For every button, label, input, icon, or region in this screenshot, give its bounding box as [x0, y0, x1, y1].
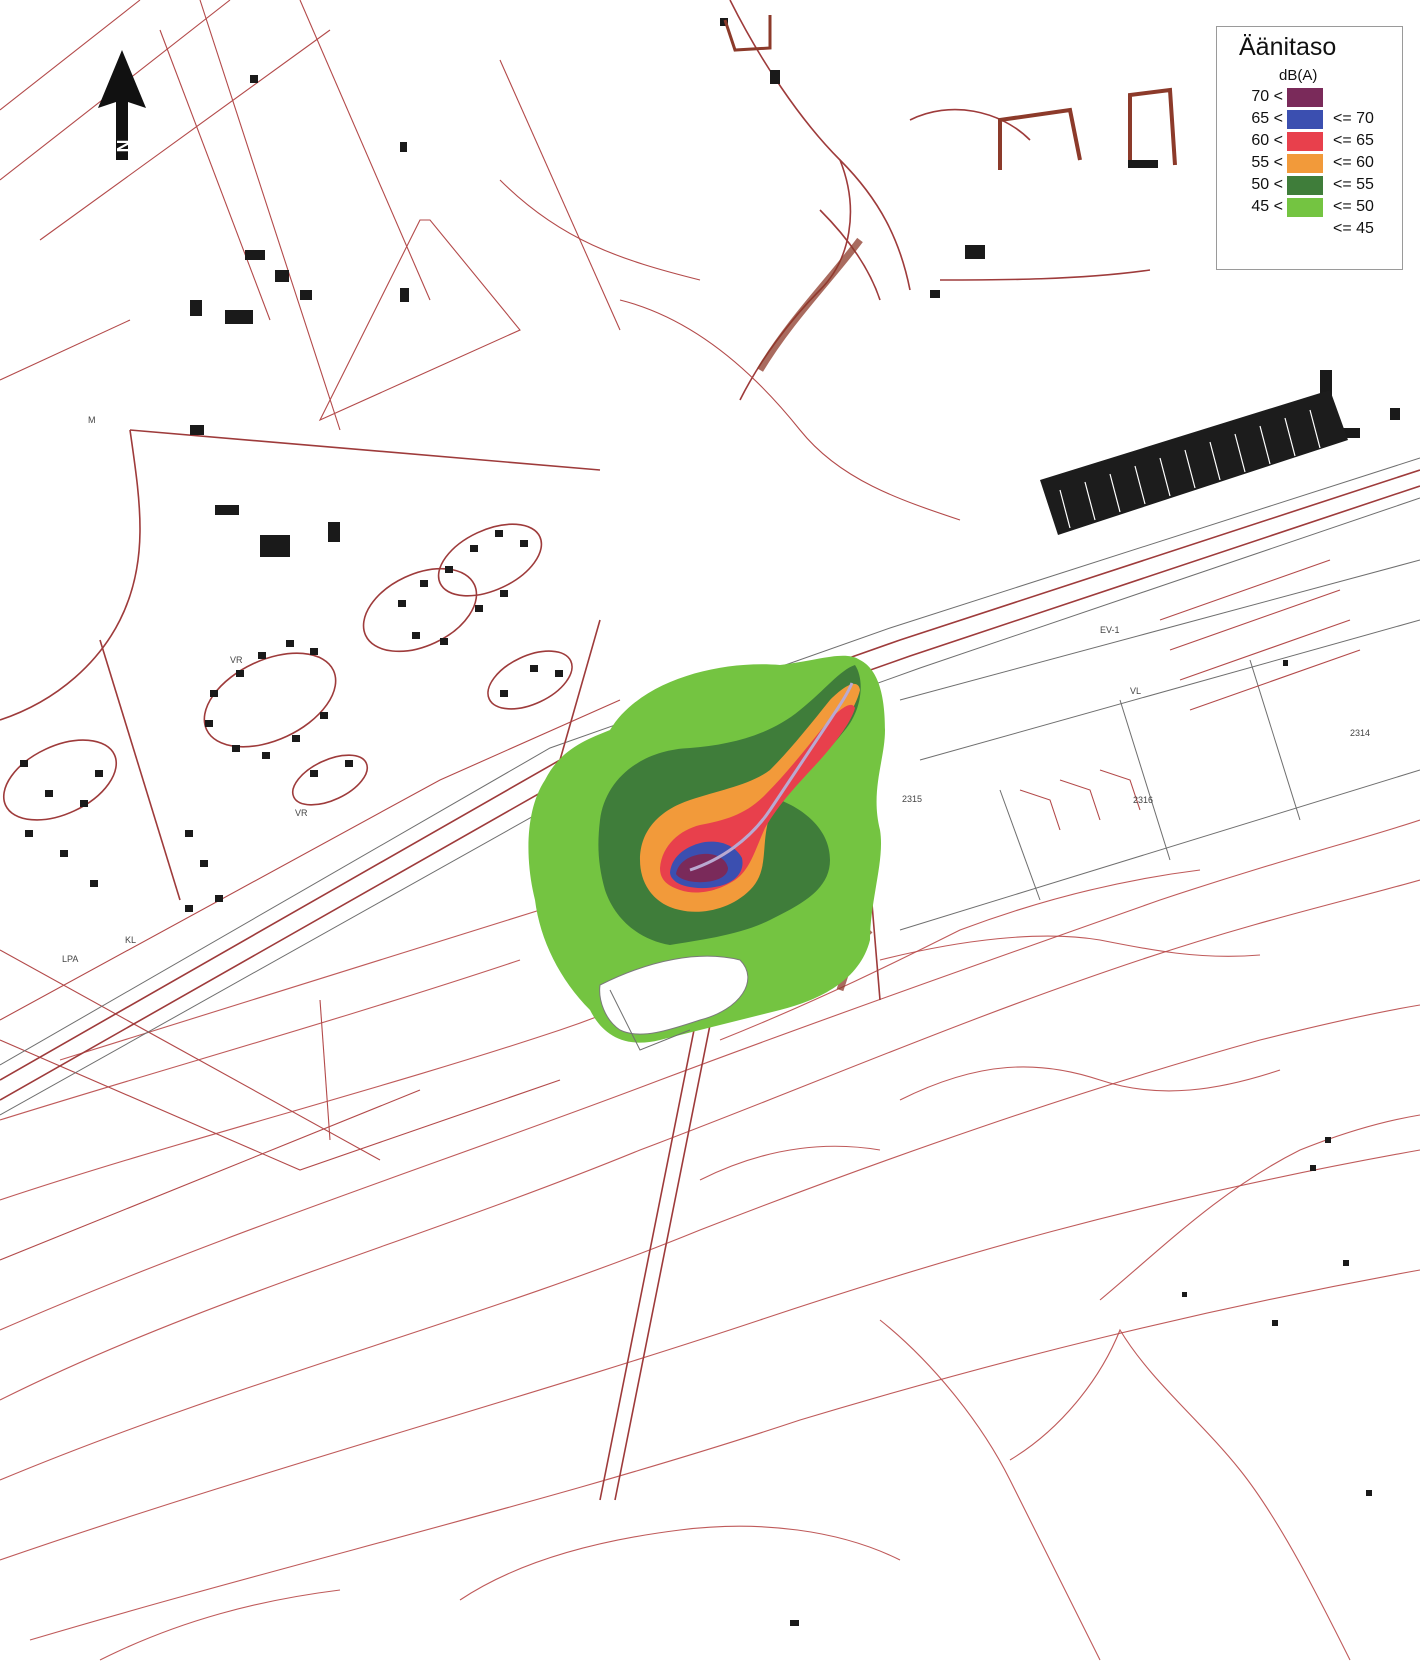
map-label-2315: 2315	[902, 794, 923, 804]
legend-swatch-45-50	[1287, 198, 1323, 217]
map-label-kl: KL	[125, 935, 137, 945]
map-label-2314: 2314	[1350, 728, 1371, 738]
noise-zones	[528, 655, 885, 1043]
legend-swatch-65-70	[1287, 110, 1323, 129]
legend-low-2: 65 <	[1251, 110, 1283, 127]
north-arrow-label: N	[114, 140, 134, 153]
legend-high-4: <= 60	[1333, 154, 1374, 171]
road-network	[0, 0, 1151, 1501]
parcels-right	[899, 559, 1420, 931]
terrain-contours	[0, 819, 1420, 1661]
legend-swatch-over-70	[1287, 88, 1323, 107]
legend-swatch-50-55	[1287, 176, 1323, 195]
map-label-m: M	[88, 415, 96, 425]
legend-low-5: 50 <	[1251, 176, 1283, 193]
legend-title: Äänitaso	[1239, 33, 1337, 61]
legend-low-6: 45 <	[1251, 198, 1283, 215]
legend-high-2: <= 70	[1333, 110, 1374, 127]
residential-loops	[2, 108, 1031, 821]
industrial-halls	[723, 15, 1348, 535]
legend-high-7: <= 45	[1333, 220, 1374, 237]
legend-box: Äänitaso dB(A) 70 < 65 < <= 70 60 < <= 6…	[1216, 26, 1403, 270]
map-label-ev1: EV-1	[1100, 625, 1120, 635]
legend-swatch-55-60	[1287, 154, 1323, 173]
map-label-lpa: LPA	[62, 954, 79, 964]
map-label-vl: VL	[1130, 686, 1142, 696]
north-arrow-icon: N	[98, 50, 146, 160]
legend-swatch-60-65	[1287, 132, 1323, 151]
legend-low-3: 60 <	[1251, 132, 1283, 149]
map-label-vr: VR	[230, 655, 243, 665]
legend-low-4: 55 <	[1251, 154, 1283, 171]
haul-road	[689, 682, 854, 872]
legend-high-3: <= 65	[1333, 132, 1374, 149]
quarry-pit	[599, 955, 749, 1051]
property-lines	[0, 0, 621, 1261]
houses	[20, 530, 563, 912]
legend-high-5: <= 55	[1333, 176, 1374, 193]
map-label-vr2: VR	[295, 808, 308, 818]
legend-low-1: 70 <	[1251, 88, 1283, 105]
map-label-2316: 2316	[1133, 795, 1154, 805]
legend-high-6: <= 50	[1333, 198, 1374, 215]
legend-unit: dB(A)	[1279, 67, 1318, 84]
